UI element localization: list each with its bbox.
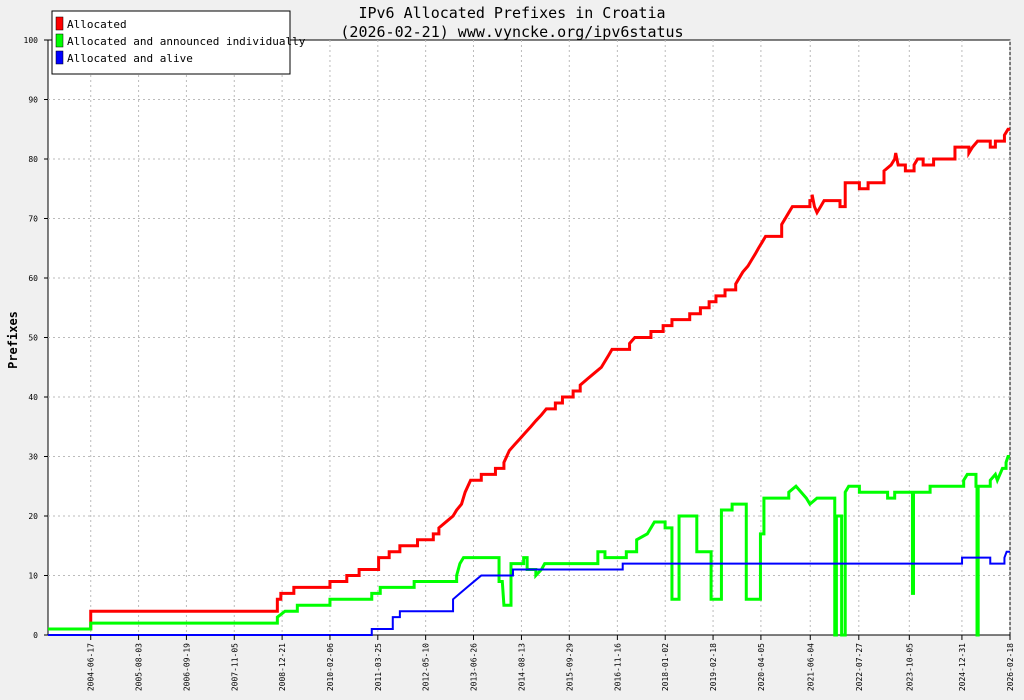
y-tick-label: 100	[24, 36, 39, 45]
x-tick-label: 2014-08-13	[517, 643, 526, 691]
legend: Allocated Allocated and announced indivi…	[51, 10, 306, 75]
x-tick-label: 2015-09-29	[565, 643, 574, 691]
y-tick-label: 90	[28, 96, 38, 105]
legend-swatch-allocated	[55, 16, 64, 31]
x-tick-label: 2018-01-02	[661, 643, 670, 691]
x-tick-label: 2016-11-16	[613, 643, 622, 691]
x-tick-label: 2008-12-21	[278, 643, 287, 691]
x-tick-label: 2020-04-05	[757, 643, 766, 691]
legend-label-alive: Allocated and alive	[67, 52, 193, 65]
series-line-3	[48, 550, 1010, 636]
legend-label-allocated: Allocated	[67, 18, 127, 31]
x-tick-label: 2005-08-03	[135, 643, 144, 691]
y-tick-label: 80	[28, 155, 38, 164]
legend-label-announced: Allocated and announced individually	[67, 35, 306, 48]
y-tick-label: 0	[33, 631, 38, 640]
series-lines	[48, 127, 1010, 637]
x-tick-label: 2022-07-27	[855, 643, 864, 691]
legend-swatch-announced	[55, 33, 64, 48]
y-tick-label: 20	[28, 512, 38, 521]
y-tick-label: 70	[28, 215, 38, 224]
axis-ticks: 0 10 20 30 40 50 60 70 80 90 100 2004-06-17 2005-08-…	[24, 36, 1015, 691]
x-tick-label: 2021-06-04	[806, 643, 815, 691]
x-tick-label: 2023-10-05	[905, 643, 914, 691]
legend-swatch-alive	[55, 50, 64, 65]
y-tick-label: 30	[28, 453, 38, 462]
grid-lines	[48, 40, 1011, 635]
y-tick-label: 40	[28, 393, 38, 402]
y-tick-label: 50	[28, 334, 38, 343]
x-tick-label: 2019-02-18	[709, 643, 718, 691]
x-tick-label: 2012-05-10	[422, 643, 431, 691]
chart-subtitle: (2026-02-21) www.vyncke.org/ipv6status	[340, 23, 683, 41]
y-axis-label: Prefixes	[6, 311, 20, 369]
legend-box	[51, 10, 291, 75]
x-tick-label: 2026-02-18	[1006, 643, 1015, 691]
x-tick-label: 2007-11-05	[230, 643, 239, 691]
y-tick-label: 10	[28, 572, 38, 581]
series-line-2	[48, 455, 1010, 637]
x-tick-label: 2006-09-19	[182, 643, 191, 691]
y-tick-label: 60	[28, 274, 38, 283]
x-tick-label: 2010-02-06	[326, 643, 335, 691]
x-tick-label: 2011-03-25	[374, 643, 383, 691]
series-line-1	[48, 127, 1010, 631]
x-tick-label: 2013-06-26	[469, 643, 478, 691]
chart-title: IPv6 Allocated Prefixes in Croatia	[358, 4, 665, 22]
x-tick-label: 2024-12-31	[958, 643, 967, 691]
x-tick-label: 2004-06-17	[87, 643, 96, 691]
